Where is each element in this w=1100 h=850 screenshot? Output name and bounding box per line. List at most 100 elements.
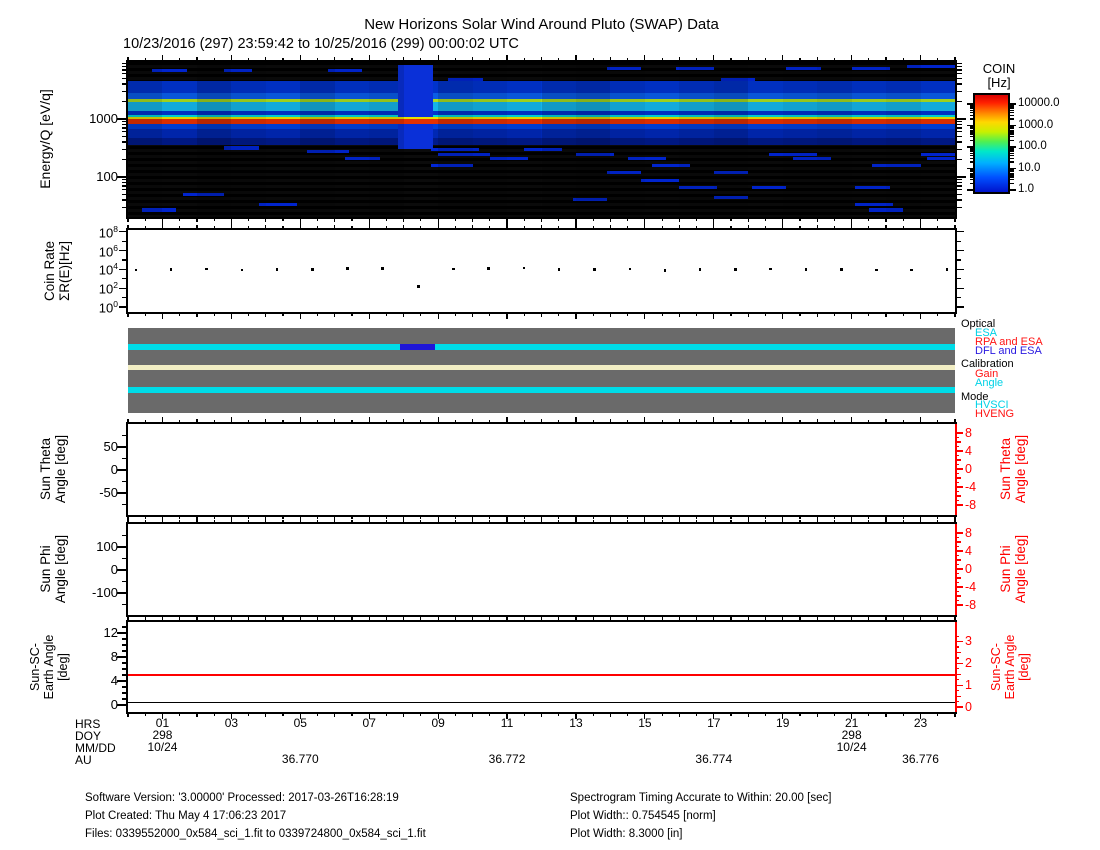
- tick-mark: [119, 287, 126, 289]
- xaxis-row-mmdd: MM/DD: [75, 741, 116, 755]
- tick-mark: [299, 517, 301, 522]
- tick-mark: [122, 626, 126, 628]
- tick-mark: [196, 219, 198, 222]
- tick-mark: [117, 176, 126, 178]
- tick-mark: [957, 668, 960, 670]
- tick-mark: [902, 226, 904, 228]
- tick-mark: [902, 520, 904, 522]
- tick-mark: [121, 121, 126, 123]
- tick-mark: [969, 149, 973, 151]
- tick-mark: [196, 517, 198, 520]
- tick-mark: [385, 420, 388, 422]
- legend-mode-header: Mode: [961, 391, 989, 403]
- tick-mark: [957, 559, 961, 561]
- tick-mark: [1010, 154, 1014, 157]
- tick-mark: [1010, 167, 1016, 170]
- spectrogram-segment: [258, 203, 297, 207]
- xaxis-au-label: 36.772: [488, 752, 526, 766]
- spectrogram-column-shade: [748, 62, 783, 217]
- tick-mark: [575, 714, 577, 719]
- tick-mark: [489, 517, 491, 519]
- tick-mark: [540, 219, 543, 222]
- tick-mark: [678, 519, 680, 522]
- tick-mark: [851, 223, 853, 228]
- tick-mark: [799, 314, 801, 316]
- tick-mark: [969, 157, 973, 159]
- tick-mark: [265, 617, 267, 620]
- tick-mark: [919, 417, 922, 422]
- coin-rate-point: [169, 268, 173, 271]
- tick-mark: [282, 219, 284, 221]
- tick-mark: [1010, 131, 1014, 133]
- tick-mark: [592, 520, 594, 522]
- xaxis-hour-label: 15: [638, 716, 652, 730]
- tick-mark: [121, 158, 126, 161]
- tick-mark: [1010, 108, 1014, 110]
- tick-mark: [730, 714, 732, 716]
- coin-rate-point: [416, 285, 420, 288]
- tick-mark: [265, 519, 267, 522]
- status-optical-stripe: [128, 344, 955, 350]
- tick-mark: [420, 58, 422, 60]
- tick-mark: [885, 225, 887, 228]
- tick-mark: [695, 219, 698, 221]
- tick-mark: [299, 314, 301, 319]
- tick-mark: [957, 441, 961, 443]
- status-mode-stripe: [128, 387, 955, 393]
- tick-mark: [420, 420, 422, 422]
- tick-mark: [902, 714, 904, 716]
- coin-rate-point: [734, 268, 737, 271]
- tick-mark: [957, 121, 962, 123]
- tick-mark: [299, 714, 301, 719]
- tick-mark: [1010, 182, 1014, 185]
- tick-mark: [454, 517, 456, 519]
- tick-mark: [127, 517, 129, 520]
- tick-mark: [957, 83, 962, 85]
- coin-rate-point: [452, 267, 455, 271]
- tick-mark: [1010, 114, 1014, 116]
- tick-mark: [957, 706, 963, 708]
- tick-mark: [540, 57, 543, 60]
- tick-mark: [196, 225, 198, 228]
- legend-optical-header: Optical: [961, 318, 996, 330]
- tick-mark: [179, 517, 181, 519]
- energy-ylabel: Energy/Q [eV/q]: [37, 89, 54, 189]
- tick-mark: [627, 314, 629, 316]
- tick-label: 10.0: [1018, 161, 1041, 174]
- tick-mark: [957, 550, 963, 552]
- tick-label: 1000: [89, 111, 118, 126]
- tick-mark: [471, 519, 474, 522]
- coin-rate-point: [134, 268, 138, 272]
- tick-mark: [957, 158, 962, 161]
- tick-mark: [454, 520, 456, 522]
- tick-mark: [316, 520, 319, 522]
- tick-mark: [902, 420, 904, 422]
- tick-mark: [122, 686, 126, 688]
- spectrogram-segment: [651, 163, 690, 167]
- tick-mark: [969, 114, 973, 116]
- tick-mark: [1010, 176, 1014, 178]
- tick-mark: [764, 226, 767, 228]
- tick-mark: [661, 520, 663, 522]
- tick-mark: [506, 223, 508, 228]
- tick-mark: [117, 569, 126, 571]
- tick-label: 100: [98, 299, 118, 316]
- colorbar-title: COIN [Hz]: [982, 61, 1016, 91]
- spectrogram-column-shade: [541, 62, 576, 217]
- sun-sc-earth-panel: [126, 620, 957, 714]
- xaxis-hour-label: 17: [707, 716, 721, 730]
- spectrogram-segment: [855, 203, 893, 207]
- tick-mark: [661, 58, 663, 60]
- tick-mark: [764, 520, 767, 522]
- tick-mark: [121, 193, 126, 196]
- tick-mark: [230, 223, 232, 228]
- tick-mark: [299, 219, 301, 224]
- tick-mark: [799, 219, 801, 221]
- tick-mark: [919, 219, 922, 224]
- tick-mark: [558, 58, 560, 60]
- tick-mark: [122, 698, 126, 700]
- tick-label: -8: [965, 497, 977, 512]
- tick-mark: [230, 615, 232, 620]
- tick-mark: [213, 58, 215, 60]
- tick-label: 0: [965, 699, 972, 714]
